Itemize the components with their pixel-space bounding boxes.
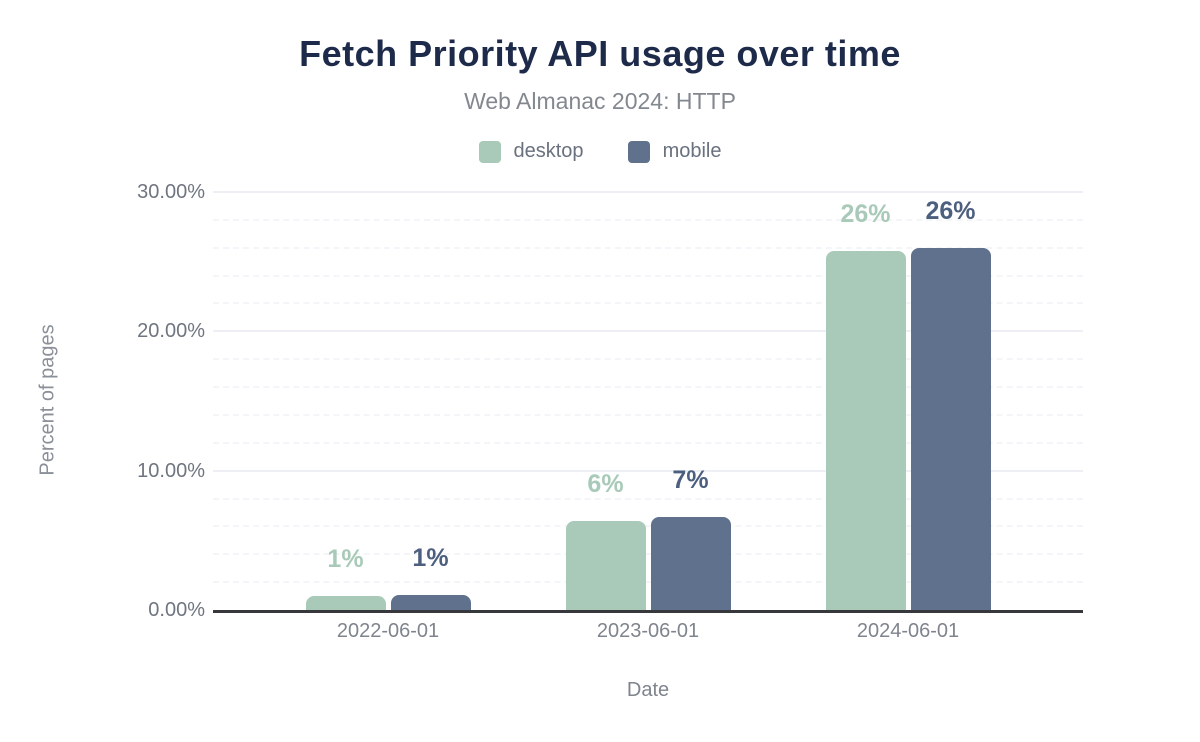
minor-gridline <box>213 302 1083 305</box>
minor-gridline <box>213 218 1083 221</box>
mobile-value-label-2023-06-01: 7% <box>672 465 709 494</box>
legend-label-mobile: mobile <box>662 140 722 162</box>
desktop-bar-2022-06-01[interactable] <box>305 596 386 610</box>
x-tick-label-2022-06-01: 2022-06-01 <box>336 620 440 642</box>
x-tick-label-2023-06-01: 2023-06-01 <box>596 620 700 642</box>
major-gridline <box>213 330 1083 333</box>
mobile-bar-2023-06-01[interactable] <box>650 516 731 610</box>
major-gridline <box>213 469 1083 472</box>
bar-group-2024-06-01: 26% 26% <box>825 192 991 610</box>
x-tick-label-2024-06-01: 2024-06-01 <box>856 620 960 642</box>
legend: desktop mobile <box>0 140 1200 163</box>
minor-gridline <box>213 386 1083 389</box>
desktop-value-label-2024-06-01: 26% <box>840 199 891 228</box>
mobile-value-label-2024-06-01: 26% <box>925 196 976 225</box>
minor-gridline <box>213 553 1083 556</box>
y-tick-label: 30.00% <box>137 181 205 203</box>
mobile-value-label-2022-06-01: 1% <box>412 543 449 572</box>
x-axis-title: Date <box>626 679 670 701</box>
desktop-value-label-2022-06-01: 1% <box>327 545 364 574</box>
minor-gridline <box>213 525 1083 528</box>
mobile-swatch-icon <box>627 140 650 163</box>
desktop-bar-2024-06-01[interactable] <box>825 250 906 610</box>
minor-gridline <box>213 274 1083 277</box>
plot-area: 1% 1% 6% 7% 26% 26% <box>213 191 1083 613</box>
mobile-bar-2022-06-01[interactable] <box>390 594 471 610</box>
minor-gridline <box>213 413 1083 416</box>
legend-item-desktop[interactable]: desktop <box>478 140 584 163</box>
y-tick-label: 10.00% <box>137 459 205 482</box>
legend-label-desktop: desktop <box>513 140 584 162</box>
minor-gridline <box>213 497 1083 500</box>
chart-title: Fetch Priority API usage over time <box>299 33 901 74</box>
bar-group-2023-06-01: 6% 7% <box>565 192 731 610</box>
chart-subtitle: Web Almanac 2024: HTTP <box>464 88 736 114</box>
major-gridline <box>213 191 1083 193</box>
minor-gridline <box>213 246 1083 249</box>
desktop-swatch-icon <box>478 140 501 163</box>
x-axis-line <box>213 610 1083 613</box>
desktop-value-label-2023-06-01: 6% <box>587 469 624 498</box>
mobile-bar-2024-06-01[interactable] <box>910 247 991 610</box>
bar-group-2022-06-01: 1% 1% <box>305 192 471 610</box>
desktop-bar-2023-06-01[interactable] <box>565 520 646 610</box>
y-tick-label: 0.00% <box>148 599 205 621</box>
y-tick-label: 20.00% <box>137 320 205 343</box>
legend-item-mobile[interactable]: mobile <box>627 140 722 163</box>
minor-gridline <box>213 581 1083 584</box>
y-axis-title: Percent of pages <box>36 324 59 476</box>
minor-gridline <box>213 358 1083 361</box>
minor-gridline <box>213 441 1083 444</box>
